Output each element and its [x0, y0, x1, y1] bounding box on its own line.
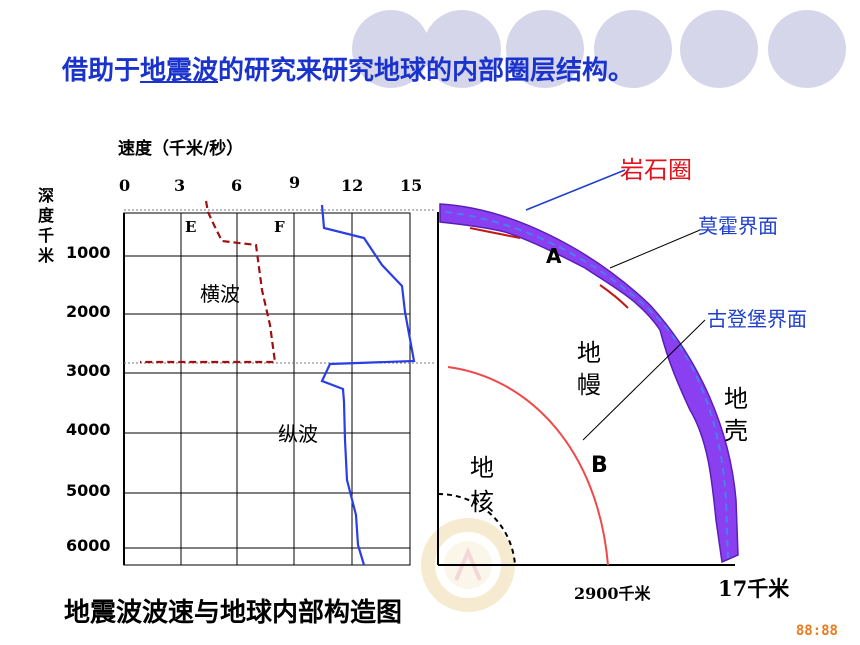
leader-gutenberg — [582, 319, 706, 441]
speed-axis-label: 速度（千米/秒） — [118, 139, 244, 159]
p-wave-curve — [320, 204, 416, 566]
point-a-label: A — [546, 244, 562, 268]
depth-tick-4000: 4000 — [66, 420, 111, 439]
label-f: F — [274, 218, 285, 236]
label-e: E — [185, 218, 197, 236]
depth-crust-label: 17千米 — [718, 576, 790, 601]
title-prefix: 借助于 — [62, 56, 141, 86]
speed-tick-15: 15 — [400, 176, 423, 195]
p-wave-label: 纵波 — [278, 422, 318, 446]
asthenosphere-edge — [469, 227, 521, 239]
speed-tick-3: 3 — [174, 176, 186, 195]
speed-tick-0: 0 — [119, 176, 131, 195]
depth-tick-3000: 3000 — [66, 361, 111, 380]
chart-grid — [123, 212, 411, 566]
depth-tick-5000: 5000 — [66, 481, 111, 500]
leader-lithosphere — [525, 169, 626, 211]
crust-label: 地壳 — [724, 385, 748, 445]
moho-dashed-line — [444, 211, 729, 559]
leader-moho — [609, 229, 701, 269]
decor-circle-6 — [768, 10, 846, 88]
decor-circle-4 — [594, 10, 672, 88]
lithosphere-label: 岩石圈 — [620, 156, 692, 184]
inner-core-arc — [437, 493, 516, 566]
title-link-seismic-wave[interactable]: 地震波 — [140, 56, 219, 86]
decor-circle-3 — [506, 10, 584, 88]
gutenberg-boundary-arc — [447, 366, 609, 566]
title-suffix: 的研究来研究地球的内部圈层结构。 — [218, 56, 635, 86]
depth-core-label: 2900千米 — [574, 584, 651, 603]
depth-tick-2000: 2000 — [66, 302, 111, 321]
point-b-label: B — [591, 453, 608, 478]
asthenosphere-edge-2 — [599, 284, 629, 309]
depth-tick-1000: 1000 — [66, 243, 111, 262]
speed-tick-6: 6 — [231, 176, 243, 195]
core-label: 地核 — [470, 454, 494, 516]
decor-circle-5 — [680, 10, 758, 88]
clock-widget: 88:88 — [795, 623, 838, 639]
depth-tick-6000: 6000 — [66, 536, 111, 555]
decor-circle-2 — [423, 10, 501, 88]
mantle-label: 地幔 — [577, 339, 601, 399]
s-wave-label: 横波 — [200, 282, 240, 306]
lithosphere-band — [439, 203, 739, 564]
gutenberg-label: 古登堡界面 — [707, 307, 807, 331]
speed-tick-12: 12 — [341, 176, 364, 195]
figure-caption: 地震波波速与地球内部构造图 — [64, 598, 403, 628]
depth-axis-label: 深度千米 — [38, 186, 55, 265]
moho-label: 莫霍界面 — [698, 214, 778, 238]
s-wave-curve — [140, 200, 277, 364]
speed-tick-9: 9 — [289, 173, 301, 192]
decor-circle-1 — [352, 10, 430, 88]
slide-title: 借助于地震波的研究来研究地球的内部圈层结构。 — [62, 50, 634, 87]
